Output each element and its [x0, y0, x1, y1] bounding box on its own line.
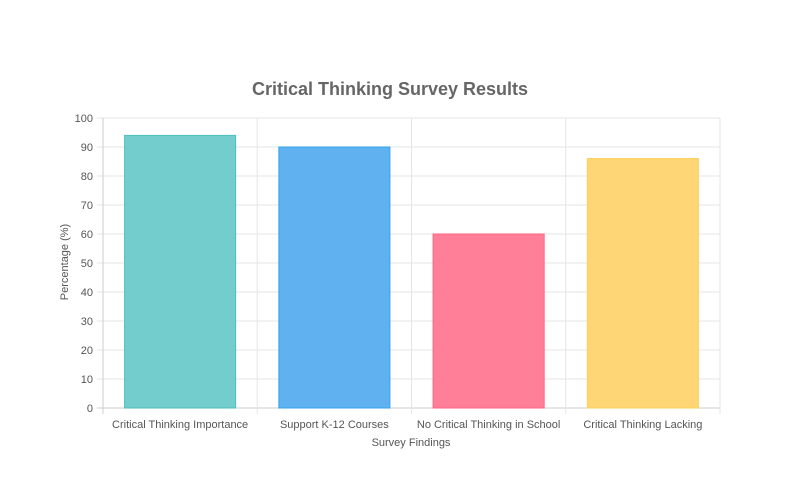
y-tick-label: 90: [81, 142, 93, 154]
y-axis-label: Percentage (%): [59, 224, 71, 300]
y-tick-label: 50: [81, 258, 93, 270]
bar-4: [586, 158, 699, 409]
x-tick-label: Critical Thinking Importance: [112, 419, 248, 431]
bar-1: [124, 134, 237, 409]
y-tick-label: 10: [81, 374, 93, 386]
chart-title: Critical Thinking Survey Results: [252, 79, 528, 99]
y-tick-label: 40: [81, 287, 93, 299]
y-tick-label: 0: [87, 403, 93, 415]
x-axis-label: Survey Findings: [372, 437, 451, 449]
bars-layer: [124, 134, 699, 409]
x-tick-label: No Critical Thinking in School: [417, 419, 560, 431]
bar-2: [278, 146, 391, 409]
x-tick-label: Support K-12 Courses: [280, 419, 389, 431]
y-tick-label: 80: [81, 171, 93, 183]
axis-layer: 0 10 20 30 40 50 60 70 80 90 100 Critical Thinking …: [75, 113, 703, 431]
bar-3: [432, 233, 545, 409]
x-tick-label: Critical Thinking Lacking: [583, 419, 702, 431]
y-tick-label: 20: [81, 345, 93, 357]
y-tick-label: 60: [81, 229, 93, 241]
y-tick-label: 30: [81, 316, 93, 328]
y-tick-label: 70: [81, 200, 93, 212]
y-tick-label: 100: [75, 113, 93, 125]
